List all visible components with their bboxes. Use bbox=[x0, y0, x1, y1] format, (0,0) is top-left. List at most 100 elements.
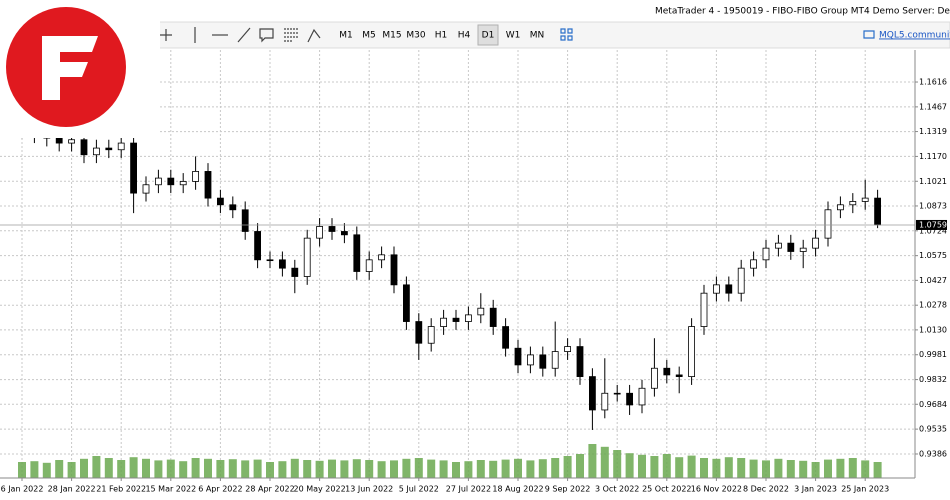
timeframe-button[interactable]: H4 bbox=[458, 31, 471, 41]
candle-body bbox=[291, 267, 299, 277]
candle-body bbox=[68, 139, 75, 144]
volume-bar bbox=[67, 462, 76, 478]
volume-bar bbox=[191, 458, 200, 478]
y-tick-label: 0.9832 bbox=[919, 375, 947, 384]
y-tick-label: 1.1467 bbox=[919, 102, 947, 111]
volume-bar bbox=[563, 456, 572, 478]
crosshair-tool[interactable] bbox=[160, 29, 172, 41]
volume-bar bbox=[402, 458, 411, 478]
timeframe-button[interactable]: W1 bbox=[506, 31, 521, 41]
timeframe-button[interactable]: MN bbox=[530, 31, 545, 41]
timeframe-button[interactable]: M15 bbox=[382, 31, 401, 41]
trendline-tool[interactable] bbox=[237, 27, 251, 43]
volume-bar bbox=[762, 460, 770, 478]
candle-body bbox=[353, 234, 361, 272]
candle-body bbox=[539, 354, 547, 369]
timeframe-button[interactable]: D1 bbox=[482, 31, 495, 41]
candle-body bbox=[80, 139, 88, 156]
y-tick-label: 1.0724 bbox=[919, 226, 947, 235]
candle-body bbox=[601, 392, 609, 411]
y-tick-label: 1.1021 bbox=[919, 177, 947, 186]
candle-body bbox=[229, 204, 237, 211]
volume-bar bbox=[625, 453, 634, 478]
volume-bar bbox=[861, 460, 870, 478]
candle-body bbox=[365, 259, 373, 272]
volume-bar bbox=[142, 458, 150, 478]
volume-bar bbox=[489, 460, 498, 478]
mql5-link[interactable]: MQL5.community bbox=[879, 31, 950, 41]
volume-bar bbox=[737, 458, 746, 478]
candle-body bbox=[216, 197, 224, 206]
candle-body bbox=[799, 247, 807, 252]
fullscreen-button[interactable] bbox=[560, 28, 573, 41]
y-tick-label: 1.0873 bbox=[919, 201, 947, 210]
volume-bar bbox=[80, 458, 88, 478]
volume-bar bbox=[18, 462, 26, 478]
candle-body bbox=[278, 259, 286, 269]
candle-body bbox=[849, 201, 857, 206]
volume-bar bbox=[204, 458, 212, 478]
timeframe-button[interactable]: H1 bbox=[435, 31, 448, 41]
candle-body bbox=[638, 387, 646, 406]
x-tick-label: 16 Nov 2022 bbox=[691, 485, 742, 494]
volume-bar bbox=[253, 459, 262, 478]
volume-bar bbox=[266, 462, 274, 478]
volume-bar bbox=[712, 458, 721, 478]
volume-bar bbox=[526, 460, 535, 478]
volume-bar bbox=[774, 458, 783, 478]
volume-bar bbox=[700, 458, 708, 478]
candle-body bbox=[192, 171, 200, 182]
volume-bar bbox=[749, 459, 758, 478]
volume-bar bbox=[811, 462, 820, 478]
volume-bar bbox=[799, 460, 808, 478]
x-tick-label: 18 Aug 2022 bbox=[492, 485, 543, 494]
candle-body bbox=[837, 204, 844, 211]
volume-bar bbox=[576, 454, 584, 478]
current-price-label: 1.0759 bbox=[919, 220, 947, 229]
timeframe-button[interactable]: M5 bbox=[362, 31, 376, 41]
volume-bar bbox=[166, 459, 175, 478]
title-bar bbox=[0, 0, 950, 22]
candle-body bbox=[105, 147, 113, 151]
candle-body bbox=[750, 259, 757, 269]
x-tick-label: 20 May 2022 bbox=[294, 485, 346, 494]
fibo-tool[interactable] bbox=[284, 28, 298, 42]
volume-bar bbox=[613, 450, 622, 478]
candle-body bbox=[378, 254, 386, 261]
candle-body bbox=[613, 392, 621, 395]
volume-bar bbox=[514, 458, 522, 478]
candle-body bbox=[564, 346, 571, 352]
volume-bar bbox=[551, 458, 560, 478]
volume-bar bbox=[836, 458, 845, 478]
volume-bar bbox=[228, 459, 237, 478]
candle-body bbox=[775, 242, 782, 249]
volume-bar bbox=[179, 461, 188, 478]
volume-bar bbox=[675, 457, 684, 478]
volume-bar bbox=[390, 460, 398, 478]
candle-body bbox=[415, 321, 423, 344]
candle-body bbox=[154, 177, 162, 186]
broker-logo bbox=[0, 0, 160, 138]
y-tick-label: 1.1616 bbox=[919, 78, 947, 87]
candle-body bbox=[464, 314, 472, 322]
shapes-tool[interactable] bbox=[307, 28, 321, 43]
timeframe-button[interactable]: M30 bbox=[406, 31, 425, 41]
text-tool[interactable] bbox=[259, 28, 274, 43]
window-title: MetaTrader 4 - 1950019 - FIBO-FIBO Group… bbox=[655, 7, 950, 17]
y-tick-label: 1.0575 bbox=[919, 251, 947, 260]
x-tick-label: 25 Jan 2023 bbox=[841, 485, 889, 494]
candle-body bbox=[725, 284, 733, 294]
x-tick-label: 15 Mar 2022 bbox=[145, 485, 196, 494]
candle-body bbox=[675, 374, 683, 377]
volume-bar bbox=[848, 458, 857, 478]
community-icon[interactable] bbox=[863, 30, 875, 39]
candle-body bbox=[527, 354, 534, 366]
volume-bar bbox=[414, 458, 423, 478]
candle-body bbox=[502, 326, 510, 349]
y-tick-label: 0.9981 bbox=[919, 350, 947, 359]
candle-body bbox=[328, 226, 336, 232]
timeframe-button[interactable]: M1 bbox=[339, 31, 353, 41]
volume-bar bbox=[452, 462, 460, 478]
volume-bar bbox=[464, 461, 473, 478]
candle-body bbox=[700, 292, 708, 327]
